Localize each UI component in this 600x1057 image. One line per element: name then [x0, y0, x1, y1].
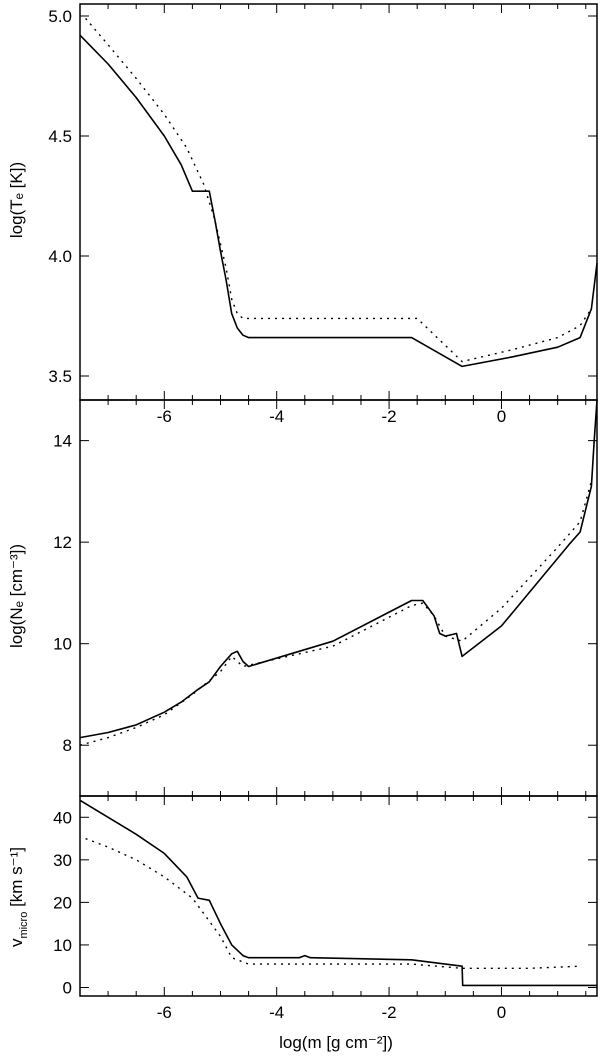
velocity-ytick-label: 40 — [53, 808, 72, 827]
density-series — [79, 399, 598, 746]
x-axis-label: log(m [g cm⁻²]) — [279, 1033, 393, 1052]
density-xtick-label: -2 — [382, 407, 397, 426]
density-xtick-label: -6 — [157, 407, 172, 426]
density-ytick-label: 12 — [53, 533, 72, 552]
velocity-ylabel-main: v — [7, 938, 26, 947]
velocity-series — [79, 799, 597, 987]
velocity-ylabel-sub: micro — [18, 912, 30, 939]
velocity-panel: vmicro [km s⁻¹] 0 10 20 30 40 -6 -4 -2 0 log(m [… — [7, 795, 598, 1052]
temperature-series — [79, 17, 598, 368]
bottom-xtick-label: 0 — [497, 1003, 506, 1022]
velocity-ylabel-rest: [km s⁻¹] — [7, 847, 26, 912]
velocity-solid-line — [79, 799, 597, 987]
velocity-ytick-label: 30 — [53, 851, 72, 870]
density-frame — [79, 399, 598, 797]
temperature-ytick-label: 5.0 — [48, 7, 72, 26]
temperature-panel: log(Tₑ [K]) 3.5 4.0 4.5 5.0 — [7, 3, 598, 401]
density-dotted-line — [79, 481, 593, 746]
density-ylabel: log(Nₑ [cm⁻³]) — [7, 544, 26, 648]
density-ytick-label: 14 — [53, 432, 72, 451]
temperature-dotted-line — [85, 17, 592, 363]
density-solid-line — [79, 399, 598, 739]
density-ytick-label: 10 — [53, 635, 72, 654]
temperature-ytick-label: 3.5 — [48, 367, 72, 386]
temperature-ytick-label: 4.5 — [48, 127, 72, 146]
density-ticks: 8 10 12 14 -6 -4 -2 0 — [53, 400, 597, 796]
temperature-ytick-label: 4.0 — [48, 247, 72, 266]
bottom-xtick-label: -4 — [269, 1003, 284, 1022]
velocity-frame — [79, 795, 598, 997]
velocity-ticks: 0 10 20 30 40 -6 -4 -2 0 — [53, 796, 597, 1022]
temperature-frame — [79, 3, 598, 401]
bottom-xtick-label: -2 — [382, 1003, 397, 1022]
velocity-ylabel: vmicro [km s⁻¹] — [7, 847, 30, 947]
temperature-ylabel: log(Tₑ [K]) — [7, 162, 26, 238]
bottom-xtick-label: -6 — [157, 1003, 172, 1022]
density-xtick-label: 0 — [497, 407, 506, 426]
velocity-ytick-label: 0 — [63, 978, 72, 997]
velocity-dotted-line — [85, 837, 581, 969]
velocity-ytick-label: 20 — [53, 893, 72, 912]
density-panel: log(Nₑ [cm⁻³]) 8 10 12 14 -6 -4 -2 0 — [7, 399, 598, 797]
density-xtick-label: -4 — [269, 407, 284, 426]
temperature-solid-line — [79, 34, 598, 368]
velocity-ytick-label: 10 — [53, 936, 72, 955]
density-ytick-label: 8 — [63, 736, 72, 755]
temperature-ticks: 3.5 4.0 4.5 5.0 — [48, 4, 597, 400]
